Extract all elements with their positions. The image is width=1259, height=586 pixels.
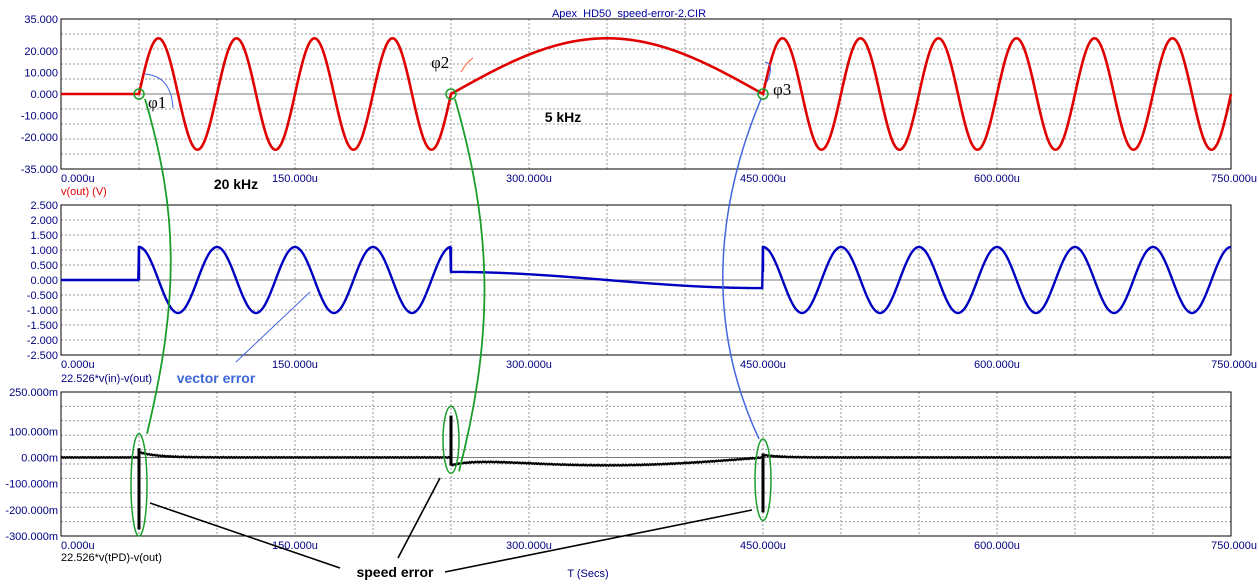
x-tick-label: 450.000u (740, 540, 786, 552)
phi2-arc (460, 57, 474, 73)
x-tick-label: 750.000u (1211, 173, 1257, 185)
y-tick-label: -2.500 (27, 350, 58, 362)
window-title: Apex_HD50_speed-error-2.CIR (552, 8, 706, 20)
y-tick-label: -0.500 (27, 290, 58, 302)
freq-5khz-label: 5 kHz (545, 109, 582, 125)
x-tick-label: 750.000u (1211, 359, 1257, 371)
phi2-label: φ2 (431, 53, 449, 72)
y-tick-label: 100.000m (9, 426, 58, 438)
y-tick-label: -10.000 (21, 110, 58, 122)
speed-error-panel: 250.000m 100.000m 0.000m -100.000m -200.000m… (5, 387, 1257, 552)
y-tick-label: 1.000 (30, 245, 58, 257)
speed-error-pointer-1 (149, 502, 341, 569)
phi1-marker (133, 88, 145, 100)
vout-trace (61, 36, 1233, 152)
vector-error-panel: 2.500 2.000 1.500 1.000 0.500 0.000 -0.500 -1.0… (27, 200, 1257, 371)
x-tick-label: 150.000u (272, 359, 318, 371)
spike2-ellipse (442, 405, 460, 475)
phi3-arc (764, 61, 771, 83)
speed-error-trace (60, 449, 1232, 468)
speed-error-series-label: 22.526*v(tPD)-v(out) (61, 552, 162, 564)
plot-frame (60, 391, 1232, 537)
y-tick-label: 2.000 (30, 215, 58, 227)
y-tick-label: -1.000 (27, 305, 58, 317)
speed-error-pointer-3 (444, 509, 753, 573)
x-tick-label: 600.000u (974, 540, 1020, 552)
x-tick-label: 450.000u (740, 359, 786, 371)
y-tick-label: 0.000 (30, 89, 58, 101)
y-tick-label: 0.000 (30, 275, 58, 287)
x-tick-label: 0.000u (61, 359, 95, 371)
phi3-marker (757, 88, 769, 100)
vout-series-label: v(out) (V) (61, 186, 107, 198)
vector-error-trace (61, 245, 1232, 315)
x-tick-label: 150.000u (272, 173, 318, 185)
y-tick-label: -1.500 (27, 320, 58, 332)
x-tick-label: 300.000u (506, 359, 552, 371)
x-tick-label: 600.000u (974, 173, 1020, 185)
y-tick-label: 2.500 (30, 200, 58, 212)
x-tick-label: 0.000u (61, 173, 95, 185)
freq-20khz-label: 20 kHz (214, 176, 258, 192)
y-tick-label: 0.500 (30, 260, 58, 272)
vout-panel: 35.000 20.000 10.000 0.000 -10.000 -20.000 -35… (21, 14, 1257, 185)
y-tick-label: 0.000m (21, 452, 58, 464)
y-tick-label: 10.000 (24, 68, 58, 80)
y-tick-label: 20.000 (24, 46, 58, 58)
y-tick-label: -200.000m (5, 505, 58, 517)
x-tick-label: 300.000u (506, 173, 552, 185)
phi3-label: φ3 (773, 80, 791, 99)
phi2-connector (454, 98, 486, 472)
x-tick-label: 750.000u (1211, 540, 1257, 552)
y-tick-label: 1.500 (30, 230, 58, 242)
y-tick-label: -20.000 (21, 132, 58, 144)
phi1-arc (144, 73, 174, 109)
phi3-connector (722, 98, 762, 440)
x-tick-label: 450.000u (740, 173, 786, 185)
vector-error-label: vector error (177, 370, 256, 386)
phi2-marker (445, 88, 457, 100)
spike3-ellipse (754, 438, 772, 522)
phi1-label: φ1 (148, 93, 166, 112)
vector-error-pointer (235, 291, 311, 363)
spike1-ellipse (130, 432, 148, 537)
y-tick-label: -100.000m (5, 479, 58, 491)
y-tick-label: 35.000 (24, 14, 58, 26)
y-tick-label: -35.000 (21, 164, 58, 176)
y-tick-label: -2.000 (27, 335, 58, 347)
speed-error-pointer-2 (397, 477, 441, 559)
speed-error-label: speed error (356, 564, 434, 580)
vector-error-series-label: 22.526*v(in)-v(out) (61, 373, 152, 385)
phi1-connector (144, 98, 172, 434)
x-tick-label: 150.000u (272, 540, 318, 552)
annotation-layer (130, 57, 772, 573)
x-axis-title: T (Secs) (567, 568, 608, 580)
x-tick-label: 300.000u (506, 540, 552, 552)
x-tick-label: 600.000u (974, 359, 1020, 371)
x-tick-label: 0.000u (61, 540, 95, 552)
y-tick-label: 250.000m (9, 387, 58, 399)
y-tick-label: -300.000m (5, 531, 58, 543)
